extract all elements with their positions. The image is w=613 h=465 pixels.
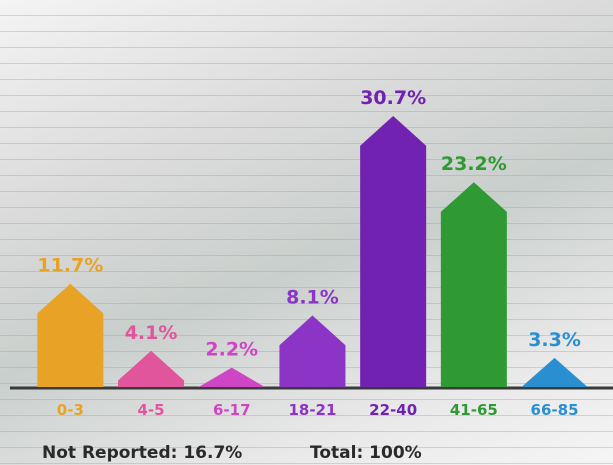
x-tick-label: 22-40 (369, 401, 417, 419)
value-label: 30.7% (360, 87, 426, 109)
footnote: Total: 100% (310, 443, 422, 463)
bar (522, 358, 588, 387)
x-tick-label: 66-85 (531, 401, 579, 419)
value-label: 2.2% (205, 339, 258, 361)
value-label: 3.3% (528, 329, 581, 351)
bar (199, 368, 265, 387)
infographic: Not Reported: 16.7% Total: 100% 11.7% 0-3… (0, 0, 613, 465)
value-label: 11.7% (37, 255, 103, 277)
value-label: 4.1% (125, 322, 178, 344)
x-tick-label: 41-65 (450, 401, 498, 419)
footnote: Not Reported: 16.7% (42, 443, 242, 463)
x-tick-label: 0-3 (57, 401, 84, 419)
chart: Not Reported: 16.7% Total: 100% 11.7% 0-3… (0, 0, 613, 465)
bar (441, 182, 507, 387)
value-label: 8.1% (286, 286, 339, 308)
value-label: 23.2% (441, 153, 507, 175)
x-tick-label: 4-5 (137, 401, 164, 419)
bar (37, 284, 103, 387)
bar (279, 315, 345, 387)
bar (360, 116, 426, 387)
bar (118, 351, 184, 387)
x-tick-label: 6-17 (213, 401, 251, 419)
x-tick-label: 18-21 (288, 401, 336, 419)
